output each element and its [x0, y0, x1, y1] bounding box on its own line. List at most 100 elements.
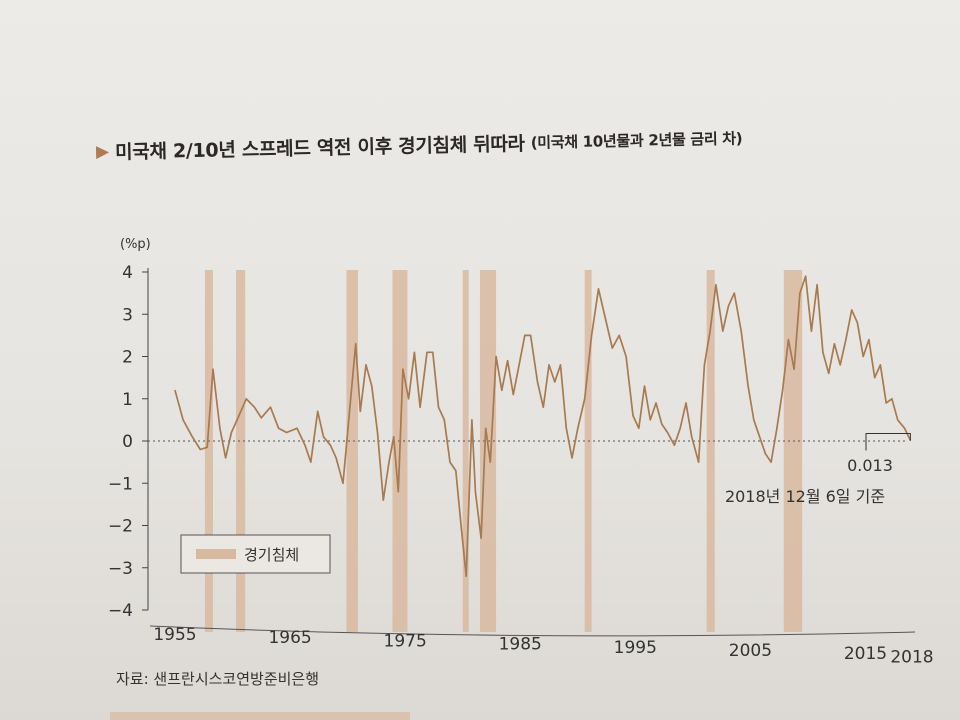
spread-point: [597, 288, 600, 290]
spread-point: [402, 368, 404, 370]
spread-point: [485, 427, 487, 429]
spread-point: [822, 351, 824, 353]
spread-point: [489, 461, 491, 463]
spread-point: [413, 351, 415, 353]
recession-band: [235, 270, 246, 632]
spread-point: [685, 402, 687, 404]
chart-annotation: 0.013 2018년 12월 6일 기준: [725, 432, 911, 506]
spread-point: [571, 457, 573, 459]
spread-point: [495, 355, 497, 358]
source-note: 자료: 샌프란시스코연방준비은행: [116, 670, 320, 688]
spread-point: [584, 398, 586, 400]
spread-point: [518, 364, 520, 366]
spread-point: [304, 444, 306, 446]
spread-point: [770, 461, 772, 463]
spread-point: [733, 292, 735, 294]
x-tick-label: 1955: [153, 625, 196, 645]
spread-point: [426, 351, 428, 353]
spread-point: [322, 436, 325, 438]
annotation-leader: [865, 432, 911, 451]
recession-band: [783, 270, 803, 632]
y-tick-label: 0: [122, 432, 133, 452]
x-tick-label: 1965: [268, 628, 311, 648]
spread-point: [810, 330, 813, 332]
spread-point: [236, 419, 238, 421]
spread-point: [480, 537, 482, 539]
spread-point: [565, 427, 567, 429]
spread-point: [655, 402, 657, 404]
spread-point: [371, 385, 373, 387]
spread-point: [507, 360, 509, 362]
x-axis-line: [149, 625, 916, 637]
spread-point: [722, 330, 724, 332]
recession-band: [204, 270, 213, 632]
spread-point: [698, 461, 700, 463]
y-tick-label: 3: [122, 305, 133, 325]
spread-point: [310, 461, 312, 463]
spread-point: [349, 406, 351, 408]
legend-swatch: [196, 549, 236, 559]
spread-point: [577, 427, 579, 429]
spread-point: [342, 482, 344, 484]
spread-point: [805, 275, 807, 277]
spread-point: [296, 427, 298, 429]
spread-point: [632, 415, 634, 417]
x-tick-label: 1975: [384, 631, 427, 651]
y-tick-label: −1: [108, 474, 133, 494]
spread-point: [679, 427, 681, 429]
spread-point: [512, 393, 514, 396]
spread-point: [862, 355, 864, 358]
spread-point: [548, 364, 550, 366]
recession-band: [584, 270, 592, 632]
recession-band: [706, 270, 715, 632]
spread-point: [542, 406, 544, 408]
spread-point: [856, 322, 859, 324]
spread-point: [460, 529, 463, 531]
spread-point: [355, 343, 357, 345]
spread-point: [559, 364, 562, 366]
x-tick-label: 1985: [499, 635, 542, 655]
spread-point: [799, 292, 801, 294]
annotation-note: 2018년 12월 6일 기준: [725, 487, 885, 506]
spread-point: [530, 334, 532, 336]
spread-point: [501, 389, 503, 391]
x-tick-label: 2015: [844, 644, 887, 664]
spread-point: [715, 284, 717, 286]
y-tick-label: 2: [122, 348, 133, 368]
spread-point: [793, 368, 795, 370]
spread-point: [904, 427, 906, 429]
spread-point: [618, 334, 620, 336]
spread-point: [443, 419, 445, 421]
spread-point: [286, 431, 288, 434]
spread-point: [278, 427, 280, 429]
spread-point: [828, 372, 830, 374]
spread-point: [449, 461, 451, 463]
spread-point: [465, 575, 467, 577]
spread-point: [753, 419, 755, 421]
spread-point: [382, 499, 384, 501]
spread-point: [365, 364, 367, 366]
spread-point: [885, 402, 887, 404]
spread-point: [703, 364, 706, 366]
spread-point: [816, 284, 818, 286]
chart-axes: 4 3 2 1 0 −1 −2 −3 −4 (%p) 1955 1965 1975 1985 1995 200…: [108, 237, 934, 667]
spread-point: [691, 436, 693, 438]
spread-point: [554, 381, 556, 383]
spread-point: [260, 417, 262, 419]
y-tick-label: 1: [122, 390, 133, 410]
spread-point: [879, 364, 882, 366]
y-tick-label: −4: [108, 601, 133, 621]
spread-point: [219, 427, 221, 429]
spread-point: [661, 423, 663, 425]
spread-point: [666, 431, 669, 434]
recession-bands: [204, 270, 803, 632]
spread-point: [897, 419, 899, 421]
spread-point: [329, 444, 331, 446]
spread-point: [388, 461, 390, 463]
spread-point: [740, 330, 742, 332]
spread-point: [759, 436, 761, 438]
spread-point: [638, 427, 640, 429]
y-tick-label: −2: [108, 517, 133, 537]
spread-point: [253, 406, 255, 408]
